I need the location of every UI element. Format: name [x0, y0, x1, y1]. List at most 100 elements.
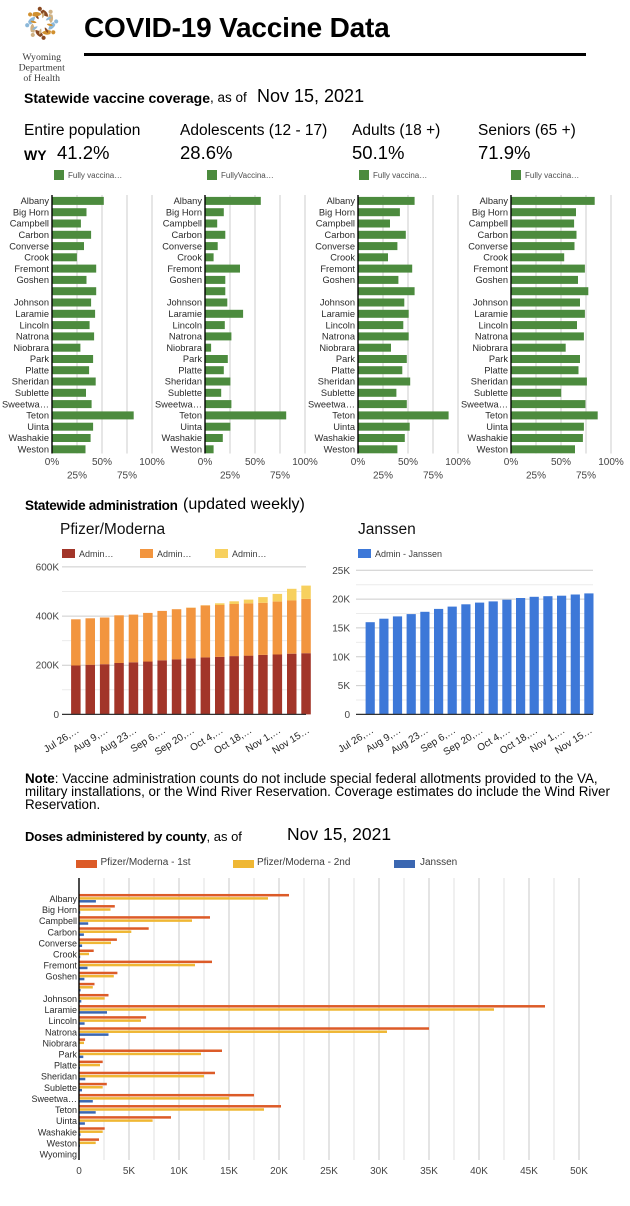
- svg-text:Fremont: Fremont: [14, 264, 49, 274]
- svg-text:Johnson: Johnson: [320, 298, 355, 308]
- svg-text:10K: 10K: [170, 1166, 188, 1177]
- svg-text:0%: 0%: [198, 457, 213, 468]
- svg-text:Carbon: Carbon: [19, 230, 50, 240]
- svg-text:Sweetwa…: Sweetwa…: [155, 399, 202, 409]
- svg-text:Albany: Albany: [21, 196, 50, 206]
- svg-text:Johnson: Johnson: [473, 298, 508, 308]
- svg-text:50%: 50%: [398, 457, 418, 468]
- svg-text:Sheridan: Sheridan: [318, 377, 355, 387]
- svg-text:0: 0: [344, 710, 350, 721]
- svg-text:25%: 25%: [373, 471, 393, 482]
- svg-text:Laramie: Laramie: [44, 1005, 77, 1015]
- svg-text:Uinta: Uinta: [333, 422, 356, 432]
- svg-text:Weston: Weston: [477, 445, 508, 455]
- svg-text:Albany: Albany: [49, 894, 77, 904]
- svg-text:Sublette: Sublette: [168, 388, 202, 398]
- svg-text:Albany: Albany: [327, 196, 356, 206]
- svg-text:20K: 20K: [270, 1166, 288, 1177]
- svg-text:5K: 5K: [338, 681, 351, 692]
- svg-text:Laramie: Laramie: [474, 309, 508, 319]
- svg-text:Converse: Converse: [315, 241, 355, 251]
- svg-text:Uinta: Uinta: [486, 422, 509, 432]
- svg-text:Fremont: Fremont: [473, 264, 508, 274]
- svg-text:Sweetwa…: Sweetwa…: [2, 399, 49, 409]
- svg-text:Natrona: Natrona: [475, 332, 509, 342]
- svg-text:Sweetwa…: Sweetwa…: [461, 399, 508, 409]
- svg-text:Big Horn: Big Horn: [13, 207, 49, 217]
- svg-text:40K: 40K: [470, 1166, 488, 1177]
- svg-text:Goshen: Goshen: [322, 275, 355, 285]
- svg-text:Sublette: Sublette: [321, 388, 355, 398]
- svg-text:0: 0: [76, 1166, 82, 1177]
- svg-text:Laramie: Laramie: [168, 309, 202, 319]
- svg-text:Fremont: Fremont: [320, 264, 355, 274]
- svg-text:Washakie: Washakie: [468, 433, 508, 443]
- svg-text:Teton: Teton: [179, 411, 202, 421]
- svg-text:Lincoln: Lincoln: [173, 320, 202, 330]
- svg-text:Lincoln: Lincoln: [326, 320, 355, 330]
- svg-text:50%: 50%: [92, 457, 112, 468]
- svg-text:30K: 30K: [370, 1166, 388, 1177]
- svg-text:Johnson: Johnson: [14, 298, 49, 308]
- svg-text:400K: 400K: [36, 612, 60, 623]
- svg-text:Natrona: Natrona: [322, 332, 356, 342]
- svg-text:Platte: Platte: [484, 365, 508, 375]
- svg-text:Johnson: Johnson: [43, 994, 77, 1004]
- svg-text:50K: 50K: [570, 1166, 588, 1177]
- svg-text:Sweetwa…: Sweetwa…: [308, 399, 355, 409]
- svg-text:Washakie: Washakie: [9, 433, 49, 443]
- svg-text:Wyoming: Wyoming: [40, 1149, 77, 1159]
- svg-text:Laramie: Laramie: [15, 309, 49, 319]
- svg-text:75%: 75%: [576, 471, 596, 482]
- svg-text:Converse: Converse: [162, 241, 202, 251]
- svg-text:25K: 25K: [332, 566, 350, 577]
- svg-text:15K: 15K: [332, 623, 350, 634]
- svg-text:Park: Park: [489, 354, 508, 364]
- svg-text:Carbon: Carbon: [172, 230, 203, 240]
- svg-text:Goshen: Goshen: [16, 275, 49, 285]
- svg-text:Carbon: Carbon: [478, 230, 509, 240]
- svg-text:Campbell: Campbell: [163, 219, 202, 229]
- svg-text:Sheridan: Sheridan: [41, 1072, 77, 1082]
- svg-text:Park: Park: [30, 354, 49, 364]
- svg-text:Niobrara: Niobrara: [472, 343, 508, 353]
- svg-text:Teton: Teton: [55, 1105, 77, 1115]
- svg-text:75%: 75%: [423, 471, 443, 482]
- svg-text:Campbell: Campbell: [316, 219, 355, 229]
- svg-text:Platte: Platte: [25, 365, 49, 375]
- svg-text:Washakie: Washakie: [315, 433, 355, 443]
- svg-text:Weston: Weston: [18, 445, 49, 455]
- svg-text:0%: 0%: [45, 457, 60, 468]
- svg-text:50%: 50%: [551, 457, 571, 468]
- svg-text:Carbon: Carbon: [47, 927, 77, 937]
- svg-text:Johnson: Johnson: [167, 298, 202, 308]
- svg-text:100%: 100%: [292, 457, 318, 468]
- svg-text:Niobrara: Niobrara: [42, 1038, 77, 1048]
- svg-text:Niobrara: Niobrara: [13, 343, 49, 353]
- svg-text:Crook: Crook: [330, 253, 355, 263]
- svg-text:0: 0: [53, 710, 59, 721]
- svg-text:Albany: Albany: [480, 196, 509, 206]
- svg-text:15K: 15K: [220, 1166, 238, 1177]
- svg-text:Sheridan: Sheridan: [165, 377, 202, 387]
- svg-text:Lincoln: Lincoln: [48, 1016, 77, 1026]
- svg-text:100%: 100%: [139, 457, 165, 468]
- svg-text:Big Horn: Big Horn: [42, 905, 77, 915]
- svg-text:Campbell: Campbell: [39, 916, 77, 926]
- svg-text:Weston: Weston: [171, 445, 202, 455]
- svg-text:Washakie: Washakie: [162, 433, 202, 443]
- svg-text:Weston: Weston: [47, 1138, 77, 1148]
- svg-text:25%: 25%: [67, 471, 87, 482]
- svg-text:Uinta: Uinta: [180, 422, 203, 432]
- svg-text:Crook: Crook: [177, 253, 202, 263]
- svg-text:50%: 50%: [245, 457, 265, 468]
- svg-text:Sublette: Sublette: [15, 388, 49, 398]
- svg-text:Converse: Converse: [468, 241, 508, 251]
- svg-text:100%: 100%: [598, 457, 624, 468]
- svg-text:Wyoming: Wyoming: [22, 52, 61, 63]
- svg-text:Lincoln: Lincoln: [20, 320, 49, 330]
- svg-text:Natrona: Natrona: [16, 332, 50, 342]
- svg-text:Niobrara: Niobrara: [166, 343, 202, 353]
- svg-text:45K: 45K: [520, 1166, 538, 1177]
- svg-text:100%: 100%: [445, 457, 471, 468]
